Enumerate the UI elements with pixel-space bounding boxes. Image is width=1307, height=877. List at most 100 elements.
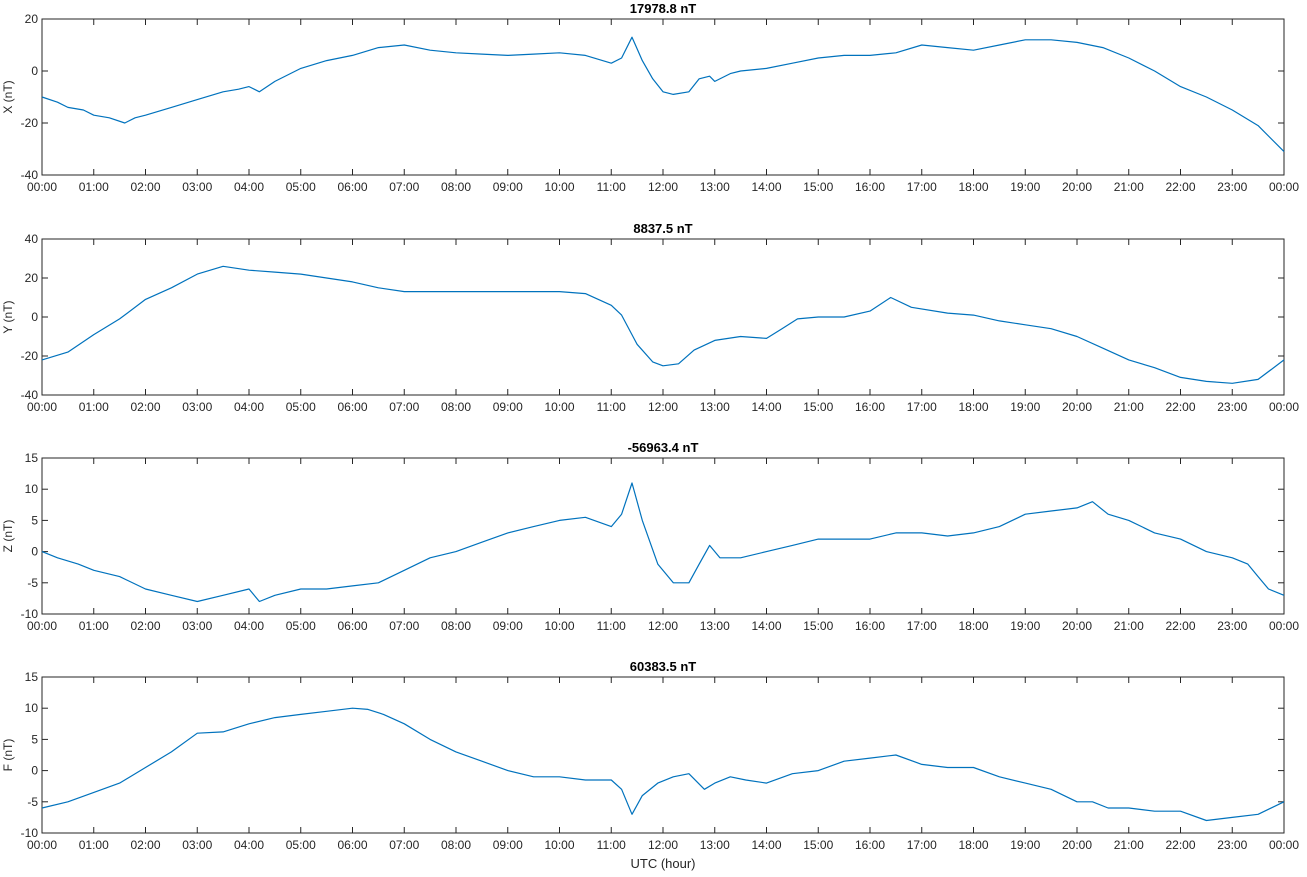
x-tick-label: 15:00 bbox=[803, 838, 833, 852]
x-tick-label: 18:00 bbox=[958, 619, 988, 633]
x-tick-label: 19:00 bbox=[1010, 400, 1040, 414]
x-tick-label: 04:00 bbox=[234, 180, 264, 194]
x-tick-label: 04:00 bbox=[234, 619, 264, 633]
x-tick-label: 23:00 bbox=[1217, 838, 1247, 852]
x-tick-label: 06:00 bbox=[337, 180, 367, 194]
x-tick-label: 17:00 bbox=[907, 619, 937, 633]
series-line bbox=[41, 482, 1285, 603]
y-tick-label: 20 bbox=[25, 271, 39, 285]
x-tick-label: 17:00 bbox=[907, 180, 937, 194]
x-tick-label: 23:00 bbox=[1217, 619, 1247, 633]
x-tick-label: 22:00 bbox=[1165, 180, 1195, 194]
x-tick-label: 19:00 bbox=[1010, 838, 1040, 852]
x-tick-label: 07:00 bbox=[389, 838, 419, 852]
x-axis-label: UTC (hour) bbox=[630, 856, 695, 871]
chart-panel: 00:00 01:00 02:00 03:00 04:00 05:00 06:00 07:00… bbox=[1, 1, 1299, 194]
x-tick-label: 21:00 bbox=[1114, 400, 1144, 414]
x-tick-label: 09:00 bbox=[493, 180, 523, 194]
x-tick-label: 06:00 bbox=[337, 619, 367, 633]
x-tick-label: 22:00 bbox=[1165, 619, 1195, 633]
x-tick-label: 01:00 bbox=[79, 400, 109, 414]
x-tick-label: 18:00 bbox=[958, 400, 988, 414]
series-line bbox=[41, 265, 1285, 384]
x-tick-label: 00:00 bbox=[27, 838, 57, 852]
y-tick-label: 0 bbox=[31, 310, 38, 324]
x-tick-label: 21:00 bbox=[1114, 838, 1144, 852]
x-tick-label: 15:00 bbox=[803, 619, 833, 633]
x-tick-label: 16:00 bbox=[855, 838, 885, 852]
y-tick-label: 15 bbox=[25, 451, 39, 465]
chart-title: 60383.5 nT bbox=[630, 659, 697, 674]
x-tick-label: 19:00 bbox=[1010, 619, 1040, 633]
x-tick-label: 14:00 bbox=[751, 619, 781, 633]
x-tick-label: 13:00 bbox=[700, 180, 730, 194]
x-tick-label: 07:00 bbox=[389, 619, 419, 633]
x-tick-label: 10:00 bbox=[544, 619, 574, 633]
chart-title: 8837.5 nT bbox=[633, 221, 692, 236]
y-tick-label: 0 bbox=[31, 545, 38, 559]
x-tick-label: 08:00 bbox=[441, 619, 471, 633]
x-tick-label: 00:00 bbox=[27, 400, 57, 414]
y-axis-label: X (nT) bbox=[1, 80, 15, 113]
x-tick-label: 20:00 bbox=[1062, 619, 1092, 633]
x-tick-label: 04:00 bbox=[234, 838, 264, 852]
x-tick-label: 12:00 bbox=[648, 400, 678, 414]
x-tick-label: 22:00 bbox=[1165, 400, 1195, 414]
chart-title: 17978.8 nT bbox=[630, 1, 697, 16]
y-axis-label: Y (nT) bbox=[1, 300, 15, 333]
x-tick-label: 14:00 bbox=[751, 838, 781, 852]
x-tick-label: 10:00 bbox=[544, 400, 574, 414]
y-tick-label: -5 bbox=[27, 795, 38, 809]
y-tick-label: 20 bbox=[25, 12, 39, 26]
x-tick-label: 01:00 bbox=[79, 619, 109, 633]
x-tick-label: 16:00 bbox=[855, 400, 885, 414]
x-tick-label: 00:00 bbox=[27, 619, 57, 633]
x-tick-label: 09:00 bbox=[493, 400, 523, 414]
chart-panel: 00:00 01:00 02:00 03:00 04:00 05:00 06:00 07:00… bbox=[1, 440, 1299, 633]
x-tick-label: 20:00 bbox=[1062, 180, 1092, 194]
x-tick-label: 14:00 bbox=[751, 180, 781, 194]
x-tick-label: 16:00 bbox=[855, 619, 885, 633]
axes-box bbox=[41, 676, 1285, 834]
x-tick-label: 03:00 bbox=[182, 180, 212, 194]
x-tick-label: 00:00 bbox=[1269, 400, 1299, 414]
series-line bbox=[41, 36, 1285, 153]
x-tick-label: 10:00 bbox=[544, 180, 574, 194]
chart-panel: 00:00 01:00 02:00 03:00 04:00 05:00 06:00 07:00… bbox=[1, 659, 1299, 852]
x-tick-label: 01:00 bbox=[79, 838, 109, 852]
x-tick-label: 15:00 bbox=[803, 400, 833, 414]
x-tick-label: 15:00 bbox=[803, 180, 833, 194]
y-tick-label: -40 bbox=[21, 388, 39, 402]
y-tick-label: -5 bbox=[27, 576, 38, 590]
x-tick-label: 13:00 bbox=[700, 838, 730, 852]
x-tick-label: 02:00 bbox=[130, 400, 160, 414]
x-tick-label: 02:00 bbox=[130, 838, 160, 852]
x-tick-label: 20:00 bbox=[1062, 838, 1092, 852]
x-tick-label: 00:00 bbox=[1269, 180, 1299, 194]
x-tick-label: 00:00 bbox=[1269, 619, 1299, 633]
y-tick-label: 5 bbox=[31, 513, 38, 527]
y-tick-label: 40 bbox=[25, 232, 39, 246]
x-tick-label: 01:00 bbox=[79, 180, 109, 194]
x-tick-label: 08:00 bbox=[441, 838, 471, 852]
x-tick-label: 12:00 bbox=[648, 838, 678, 852]
x-tick-label: 05:00 bbox=[286, 619, 316, 633]
x-tick-label: 16:00 bbox=[855, 180, 885, 194]
y-tick-label: -10 bbox=[21, 826, 39, 840]
x-tick-label: 04:00 bbox=[234, 400, 264, 414]
x-tick-label: 02:00 bbox=[130, 180, 160, 194]
x-tick-label: 07:00 bbox=[389, 180, 419, 194]
x-tick-label: 09:00 bbox=[493, 838, 523, 852]
series-line bbox=[41, 707, 1285, 822]
x-tick-label: 21:00 bbox=[1114, 180, 1144, 194]
y-tick-label: 0 bbox=[31, 64, 38, 78]
y-tick-label: -40 bbox=[21, 168, 39, 182]
axes-box bbox=[41, 18, 1285, 176]
y-axis-label: Z (nT) bbox=[1, 520, 15, 553]
x-tick-label: 14:00 bbox=[751, 400, 781, 414]
x-tick-label: 02:00 bbox=[130, 619, 160, 633]
x-tick-label: 03:00 bbox=[182, 400, 212, 414]
x-tick-label: 17:00 bbox=[907, 400, 937, 414]
